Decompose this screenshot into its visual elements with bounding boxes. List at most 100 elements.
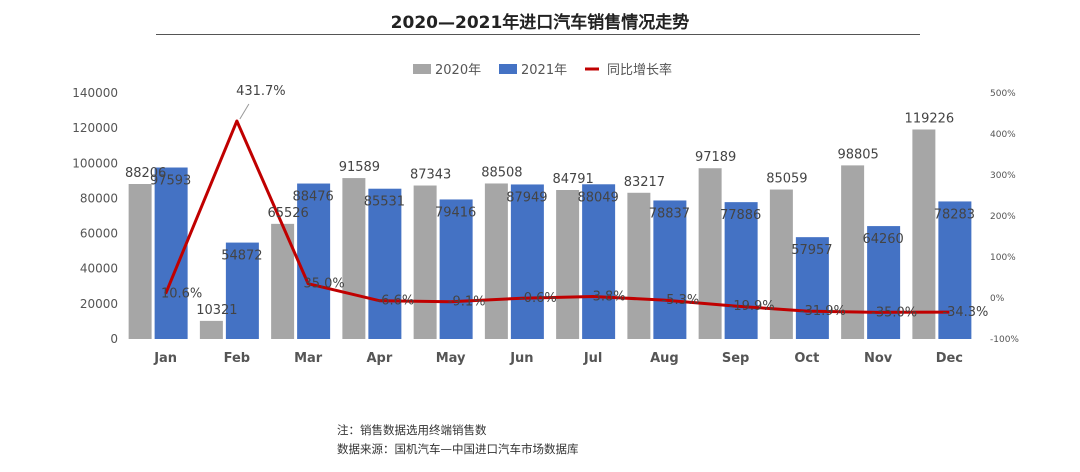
legend-label: 同比增长率 — [607, 62, 672, 78]
x-tick-label: Oct — [794, 351, 819, 366]
y2-tick-label: -100% — [990, 335, 1019, 345]
growth-value-label: -0.6% — [519, 291, 557, 306]
bar-2021 — [724, 202, 758, 339]
x-tick-label: Nov — [864, 351, 893, 366]
y2-tick-label: 200% — [990, 212, 1016, 222]
chart-title: 2020—2021年进口汽车销售情况走势 — [390, 13, 690, 33]
bar-2021-value-label: 79416 — [435, 205, 476, 220]
bar-2020-value-label: 88206 — [125, 166, 166, 181]
bar-2020-value-label: 84791 — [552, 172, 593, 187]
bar-2021-value-label: 78837 — [649, 206, 690, 221]
bar-2021-value-label: 57957 — [791, 243, 832, 258]
x-tick-label: Apr — [366, 351, 392, 366]
bar-2020 — [912, 129, 936, 339]
legend-swatch — [499, 64, 517, 74]
x-tick-label: Sep — [722, 351, 750, 366]
bar-2021 — [297, 183, 331, 339]
x-tick-label: Feb — [224, 351, 250, 366]
y2-tick-label: 400% — [990, 130, 1016, 140]
bar-2021 — [795, 237, 829, 339]
x-tick-label: May — [436, 351, 466, 366]
x-axis: Jan Feb Mar Apr May Jun Jul Aug Sep Oct Nov Dec — [153, 351, 963, 366]
bar-2020-value-label: 98805 — [837, 147, 878, 162]
bar-2020-value-label: 10321 — [196, 303, 237, 318]
bar-2020 — [698, 168, 722, 339]
legend-item: 2021年 — [499, 63, 567, 78]
bar-2020 — [484, 183, 508, 339]
bar-2021 — [225, 242, 259, 339]
y-tick-label: 100000 — [72, 156, 118, 170]
legend-item: 2020年 — [413, 63, 481, 78]
bar-2020-value-label: 83217 — [624, 175, 665, 190]
bar-2020 — [841, 165, 865, 339]
bar-2020 — [627, 192, 651, 339]
growth-value-label: 35.0% — [303, 277, 344, 292]
x-tick-label: Mar — [294, 351, 323, 366]
y2-tick-label: 300% — [990, 171, 1016, 181]
growth-value-label: 3.8% — [593, 289, 626, 304]
bar-2021 — [653, 200, 687, 339]
bar-2020-value-label: 119226 — [905, 112, 955, 127]
bar-2021 — [368, 188, 402, 339]
growth-value-label: -34.3% — [942, 305, 988, 320]
growth-value-label: -9.1% — [448, 295, 486, 310]
bar-2020 — [413, 185, 437, 339]
bar-2020-value-label: 91589 — [339, 160, 380, 175]
x-tick-label: Jun — [509, 351, 533, 366]
bar-2020-value-label: 88508 — [481, 165, 522, 180]
bar-2021 — [439, 199, 473, 339]
bar-2021-value-label: 87949 — [506, 190, 547, 205]
bar-2021 — [867, 226, 901, 339]
y-tick-label: 60000 — [80, 227, 118, 241]
growth-line — [164, 119, 950, 314]
bar-2021 — [582, 184, 616, 339]
right-y-axis: -100% 0% 100% 200% 300% 400% 500% — [990, 89, 1019, 345]
legend-swatch — [413, 64, 431, 74]
bar-2020 — [199, 320, 223, 339]
bar-2020 — [769, 189, 793, 339]
growth-line-series — [164, 119, 950, 314]
growth-value-label: -6.6% — [377, 294, 415, 309]
y-tick-label: 140000 — [72, 86, 118, 100]
x-tick-label: Dec — [936, 351, 963, 366]
x-tick-label: Aug — [650, 351, 679, 366]
leader-line — [239, 103, 250, 120]
y2-tick-label: 0% — [990, 294, 1005, 304]
bar-2020-value-label: 65526 — [267, 206, 308, 221]
growth-value-label: -35.0% — [871, 305, 917, 320]
y-tick-label: 80000 — [80, 191, 118, 205]
footnote-source: 数据来源：国机汽车—中国进口汽车市场数据库 — [337, 442, 579, 456]
y2-tick-label: 100% — [990, 253, 1016, 263]
bar-2021-value-label: 78283 — [934, 207, 975, 222]
legend-label: 2021年 — [521, 63, 567, 78]
bar-2021-value-label: 97593 — [150, 174, 191, 189]
y-tick-label: 40000 — [80, 262, 118, 276]
bar-2021-value-label: 54872 — [221, 249, 262, 264]
legend: 2020年 2021年 同比增长率 — [413, 62, 672, 78]
bar-2020 — [128, 184, 152, 339]
bar-2021-value-label: 88049 — [577, 190, 618, 205]
growth-value-label: -5.3% — [662, 293, 700, 308]
growth-value-label: 431.7% — [236, 84, 286, 99]
bar-2020 — [556, 190, 580, 339]
title-divider — [156, 34, 920, 35]
bar-2021-value-label: 85531 — [364, 195, 405, 210]
growth-value-label: -31.9% — [800, 304, 846, 319]
bar-2021-value-label: 64260 — [862, 232, 903, 247]
x-tick-label: Jul — [583, 351, 603, 366]
growth-value-label: 10.6% — [161, 287, 202, 302]
growth-value-label: -19.9% — [729, 299, 775, 314]
y-tick-label: 0 — [110, 332, 118, 346]
bar-2021 — [938, 201, 972, 339]
bar-2020 — [342, 178, 366, 339]
y2-tick-label: 500% — [990, 89, 1016, 99]
left-y-axis: 0 20000 40000 60000 80000 100000 120000 140000 — [72, 86, 118, 346]
y-tick-label: 20000 — [80, 297, 118, 311]
x-tick-label: Jan — [153, 351, 177, 366]
bar-2020-value-label: 97189 — [695, 150, 736, 165]
bar-2020-value-label: 85059 — [766, 172, 807, 187]
legend-label: 2020年 — [435, 63, 481, 78]
footnote-note: 注：销售数据选用终端销售数 — [337, 423, 487, 437]
